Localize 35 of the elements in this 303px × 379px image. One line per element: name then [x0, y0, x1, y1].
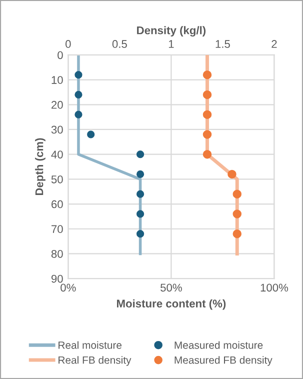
point [74, 110, 82, 118]
x-tick-label: 0% [60, 284, 76, 292]
point [136, 230, 144, 238]
point [136, 210, 144, 218]
y-tick-label: 80 [51, 250, 63, 258]
y-tick-label: 10 [52, 76, 63, 84]
legend-label: Real moisture [58, 341, 122, 349]
x-tick-label: 50% [160, 284, 182, 292]
y-tick-label: 20 [52, 100, 63, 109]
x2-tick-label: 2 [272, 40, 277, 48]
x-tick-label: 100% [260, 284, 288, 292]
point [74, 90, 82, 99]
x2-tick-label: 1.5 [216, 40, 230, 48]
y-tick-label: 30 [51, 126, 63, 134]
point [136, 170, 144, 178]
point [87, 130, 95, 138]
y-tick-label: 90 [51, 274, 63, 283]
line-series [77, 54, 142, 256]
point [136, 190, 144, 198]
y-tick-label: 40 [51, 150, 63, 158]
x2-tick-label: 0.5 [112, 40, 127, 48]
point [136, 150, 144, 158]
point [74, 71, 82, 79]
legend-label: Measured FB density [174, 356, 272, 366]
x2-axis-title: Density (kg/l) [137, 26, 206, 37]
x2-tick-label: 0 [66, 40, 71, 48]
y-tick-label: 60 [52, 200, 63, 208]
legend-label: Measured moisture [174, 341, 263, 349]
y-tick-label: 0 [58, 51, 63, 60]
x-axis-title: Moisture content (%) [117, 299, 226, 310]
y-tick-label: 50 [51, 175, 63, 184]
x2-tick-label: 1 [168, 40, 174, 48]
y-axis-title: Depth (cm) [35, 138, 46, 196]
legend-label: Real FB density [58, 356, 132, 366]
y-tick-label: 70 [52, 225, 63, 234]
